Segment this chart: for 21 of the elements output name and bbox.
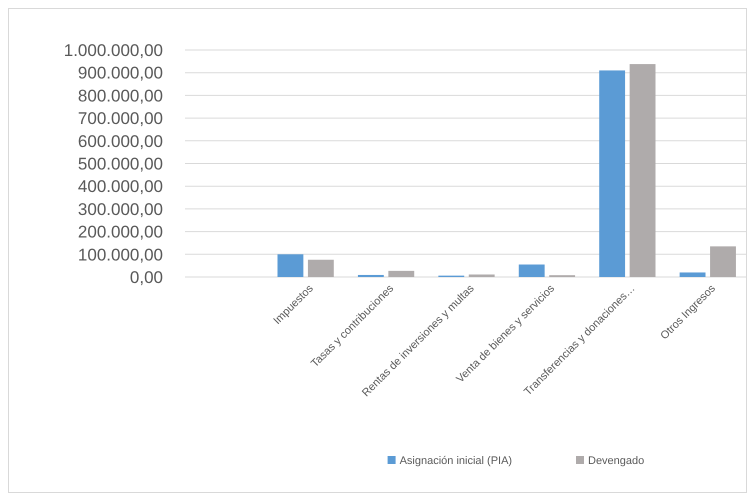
y-tick-label: 400.000,00 (78, 177, 163, 196)
y-tick-label: 500.000,00 (78, 154, 163, 174)
bar (680, 272, 706, 277)
y-tick-label: 100.000,00 (78, 245, 163, 264)
y-tick-label: 200.000,00 (78, 222, 163, 242)
bar (518, 264, 545, 277)
y-tick-label: 0,00 (130, 268, 163, 287)
y-tick-label: 900.000,00 (78, 64, 163, 83)
bar (710, 246, 736, 277)
bar (599, 70, 626, 277)
bar (630, 64, 656, 277)
legend-label: Devengado (588, 454, 644, 467)
y-tick-label: 300.000,00 (78, 200, 163, 219)
legend-label: Asignación inicial (PIA) (400, 454, 512, 467)
bar (277, 254, 304, 277)
y-tick-label: 1.000.000,00 (64, 40, 163, 60)
y-tick-label: 800.000,00 (78, 86, 163, 106)
y-tick-label: 700.000,00 (78, 109, 163, 128)
bar (388, 270, 414, 277)
y-tick-label: 600.000,00 (78, 132, 163, 151)
bar (308, 260, 334, 277)
